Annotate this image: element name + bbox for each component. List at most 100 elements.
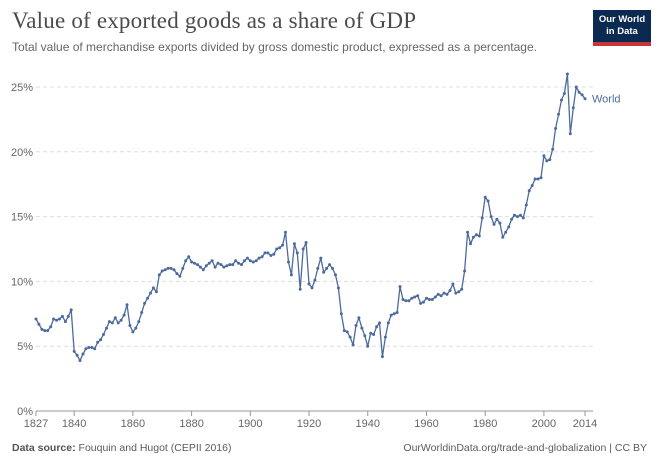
data-point: [524, 203, 528, 207]
data-point: [292, 242, 296, 246]
y-tick-label: 5%: [17, 341, 33, 353]
data-point: [336, 286, 340, 290]
data-point: [99, 338, 103, 342]
data-point: [298, 287, 302, 291]
data-point: [131, 330, 135, 334]
data-point: [433, 295, 437, 299]
y-tick-label: 0%: [17, 406, 33, 418]
data-point: [284, 230, 287, 234]
data-point: [254, 259, 258, 263]
data-point: [110, 321, 114, 325]
data-point: [52, 317, 56, 321]
data-point: [272, 252, 276, 256]
data-point: [521, 216, 525, 220]
data-point: [175, 272, 179, 276]
data-point: [128, 324, 132, 327]
data-point: [436, 292, 440, 296]
data-point: [307, 282, 311, 286]
data-point: [360, 326, 364, 330]
data-point: [516, 215, 519, 219]
data-point: [207, 261, 211, 265]
data-point: [577, 90, 581, 94]
logo-accent-bar: [593, 42, 651, 46]
owid-logo[interactable]: Our World in Data: [593, 10, 651, 46]
data-point: [60, 314, 64, 318]
data-point: [287, 260, 290, 264]
data-point: [533, 177, 537, 181]
data-point: [245, 256, 249, 260]
data-point: [407, 299, 411, 303]
data-point: [219, 263, 223, 267]
data-point: [560, 98, 563, 102]
data-point: [281, 243, 285, 247]
data-point: [401, 298, 405, 301]
data-point: [392, 312, 396, 316]
data-point: [568, 132, 572, 136]
data-point: [334, 273, 337, 277]
y-tick-label: 15%: [11, 212, 33, 224]
data-point: [84, 347, 88, 351]
data-point: [137, 320, 141, 324]
data-point: [242, 259, 246, 263]
x-tick-label: 1980: [473, 418, 497, 430]
source-text[interactable]: Fouquin and Hugot (CEPII 2016): [78, 442, 232, 454]
data-point: [278, 246, 282, 250]
data-point: [348, 335, 352, 339]
x-tick-label: 2000: [532, 418, 556, 430]
x-tick-label: 1960: [414, 418, 438, 430]
data-point: [134, 326, 138, 330]
data-point: [225, 264, 229, 268]
data-point: [331, 266, 334, 270]
data-point: [457, 290, 461, 294]
data-point: [562, 92, 566, 95]
data-point: [410, 296, 414, 300]
source-link[interactable]: OurWorldinData.org/trade-and-globalizati…: [403, 442, 647, 454]
data-point: [146, 296, 150, 300]
data-point: [466, 230, 470, 234]
data-point: [510, 217, 514, 221]
data-point: [342, 329, 346, 333]
data-point: [548, 158, 552, 162]
data-point: [122, 313, 126, 317]
data-point: [240, 263, 243, 267]
data-point: [583, 97, 587, 101]
chart-title: Value of exported goods as a share of GD…: [12, 8, 417, 33]
data-point: [204, 264, 208, 268]
data-point: [471, 235, 475, 239]
data-point: [269, 254, 273, 257]
data-point: [125, 303, 129, 307]
data-point: [310, 286, 314, 290]
data-point: [413, 295, 417, 299]
x-tick-label: 1827: [24, 418, 48, 430]
data-point: [557, 112, 561, 116]
data-point: [257, 256, 261, 260]
data-point: [116, 321, 120, 325]
data-point: [160, 269, 164, 273]
data-point: [495, 217, 499, 221]
data-point: [222, 265, 226, 269]
data-point: [58, 317, 61, 321]
data-point: [463, 269, 467, 273]
logo-line-1: Our World: [598, 14, 646, 25]
data-point: [322, 270, 326, 274]
data-point: [184, 259, 188, 263]
data-point: [363, 334, 367, 338]
data-point: [93, 347, 97, 351]
data-point: [289, 273, 293, 277]
data-point: [295, 251, 299, 255]
data-point: [389, 313, 393, 317]
data-point: [119, 318, 123, 322]
data-point: [554, 127, 558, 130]
data-point: [266, 251, 270, 255]
data-point: [72, 349, 76, 353]
chart-subtitle: Total value of merchandise exports divid…: [12, 40, 537, 54]
data-point: [49, 325, 53, 329]
data-point: [34, 317, 38, 321]
data-point: [513, 213, 516, 217]
data-point: [181, 266, 185, 270]
data-point: [504, 230, 508, 234]
data-point: [251, 260, 255, 264]
data-point: [375, 325, 379, 329]
data-point: [313, 278, 317, 282]
